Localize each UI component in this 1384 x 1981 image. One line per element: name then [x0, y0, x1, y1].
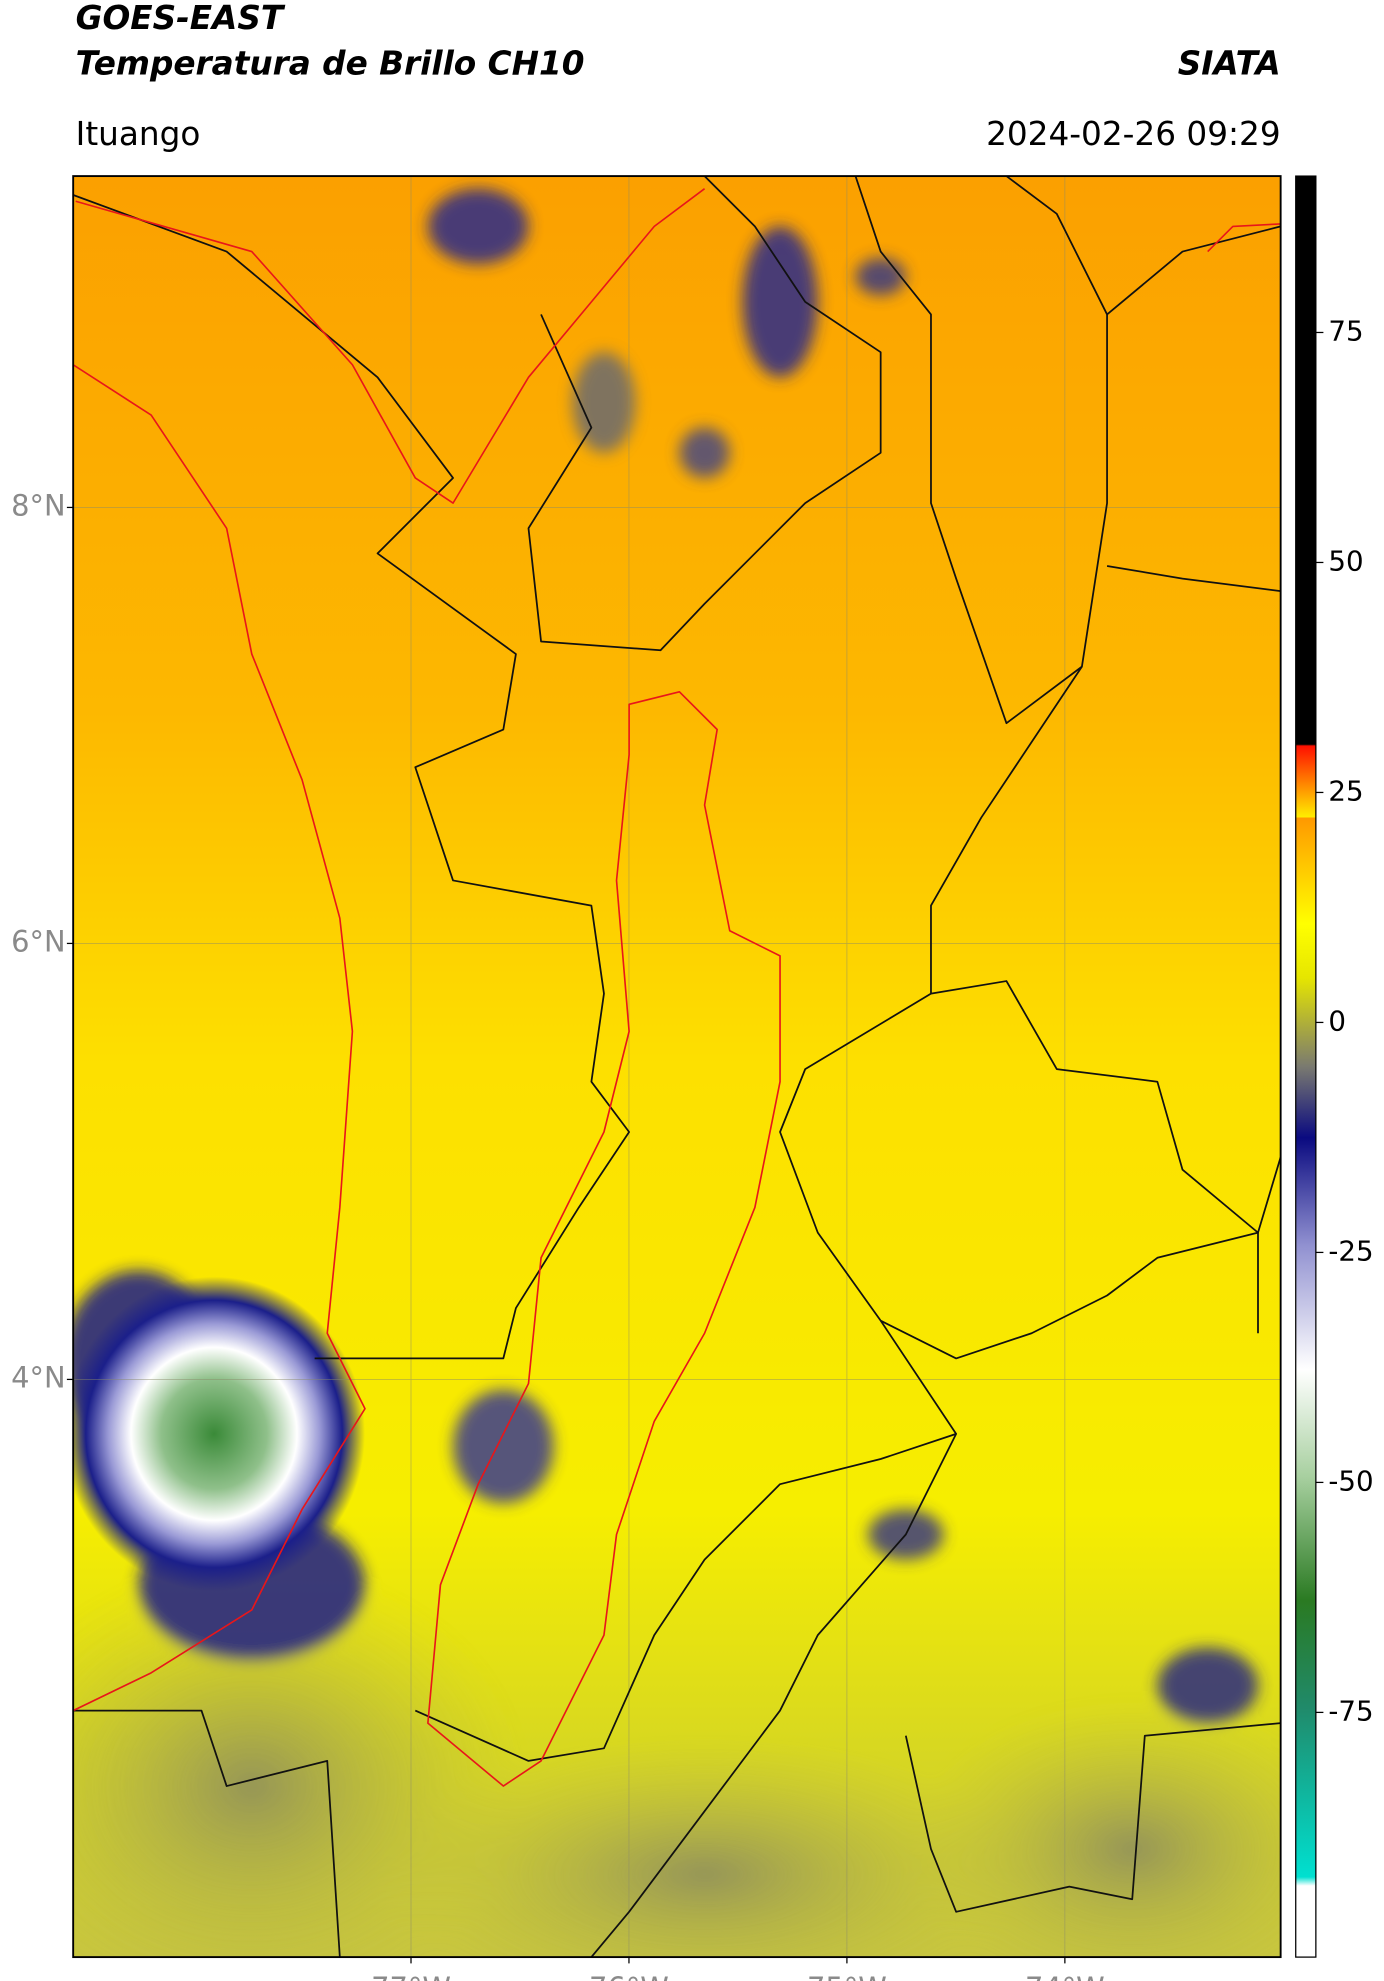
colorbar-tick-label: -75 [1328, 1694, 1373, 1727]
map-image [73, 176, 1281, 1958]
lat-label: 4°N [11, 1360, 65, 1394]
lat-label: 8°N [11, 488, 65, 522]
lon-label: 77°W [371, 1971, 451, 1981]
source: SIATA [1178, 44, 1281, 82]
map-frame [72, 175, 1282, 1959]
map-axes: 8°N 6°N 4°N 77°W 76°W 75°W 74°W [11, 488, 1105, 1981]
colorbar-tick-label: 0 [1328, 1004, 1346, 1037]
colorbar-tick-label: 75 [1328, 314, 1363, 347]
colorbar-tick-label: -50 [1328, 1464, 1373, 1497]
colorbar-ticks: 75 50 25 0 -25 -50 -75 [1315, 314, 1374, 1727]
subtitle: Temperatura de Brillo CH10 [76, 44, 585, 82]
lon-label: 76°W [589, 1971, 669, 1981]
lon-label: 74°W [1025, 1971, 1105, 1981]
colorbar [1295, 175, 1317, 1958]
lat-label: 6°N [11, 924, 65, 958]
colorbar-tick-label: -25 [1328, 1234, 1373, 1267]
colorbar-tick-label: 25 [1328, 774, 1363, 807]
colorbar-tick-label: 50 [1328, 544, 1363, 577]
datetime: 2024-02-26 09:29 [986, 115, 1281, 153]
title: GOES-EAST [76, 0, 286, 37]
location: Ituango [76, 115, 201, 153]
lon-label: 75°W [807, 1971, 887, 1981]
